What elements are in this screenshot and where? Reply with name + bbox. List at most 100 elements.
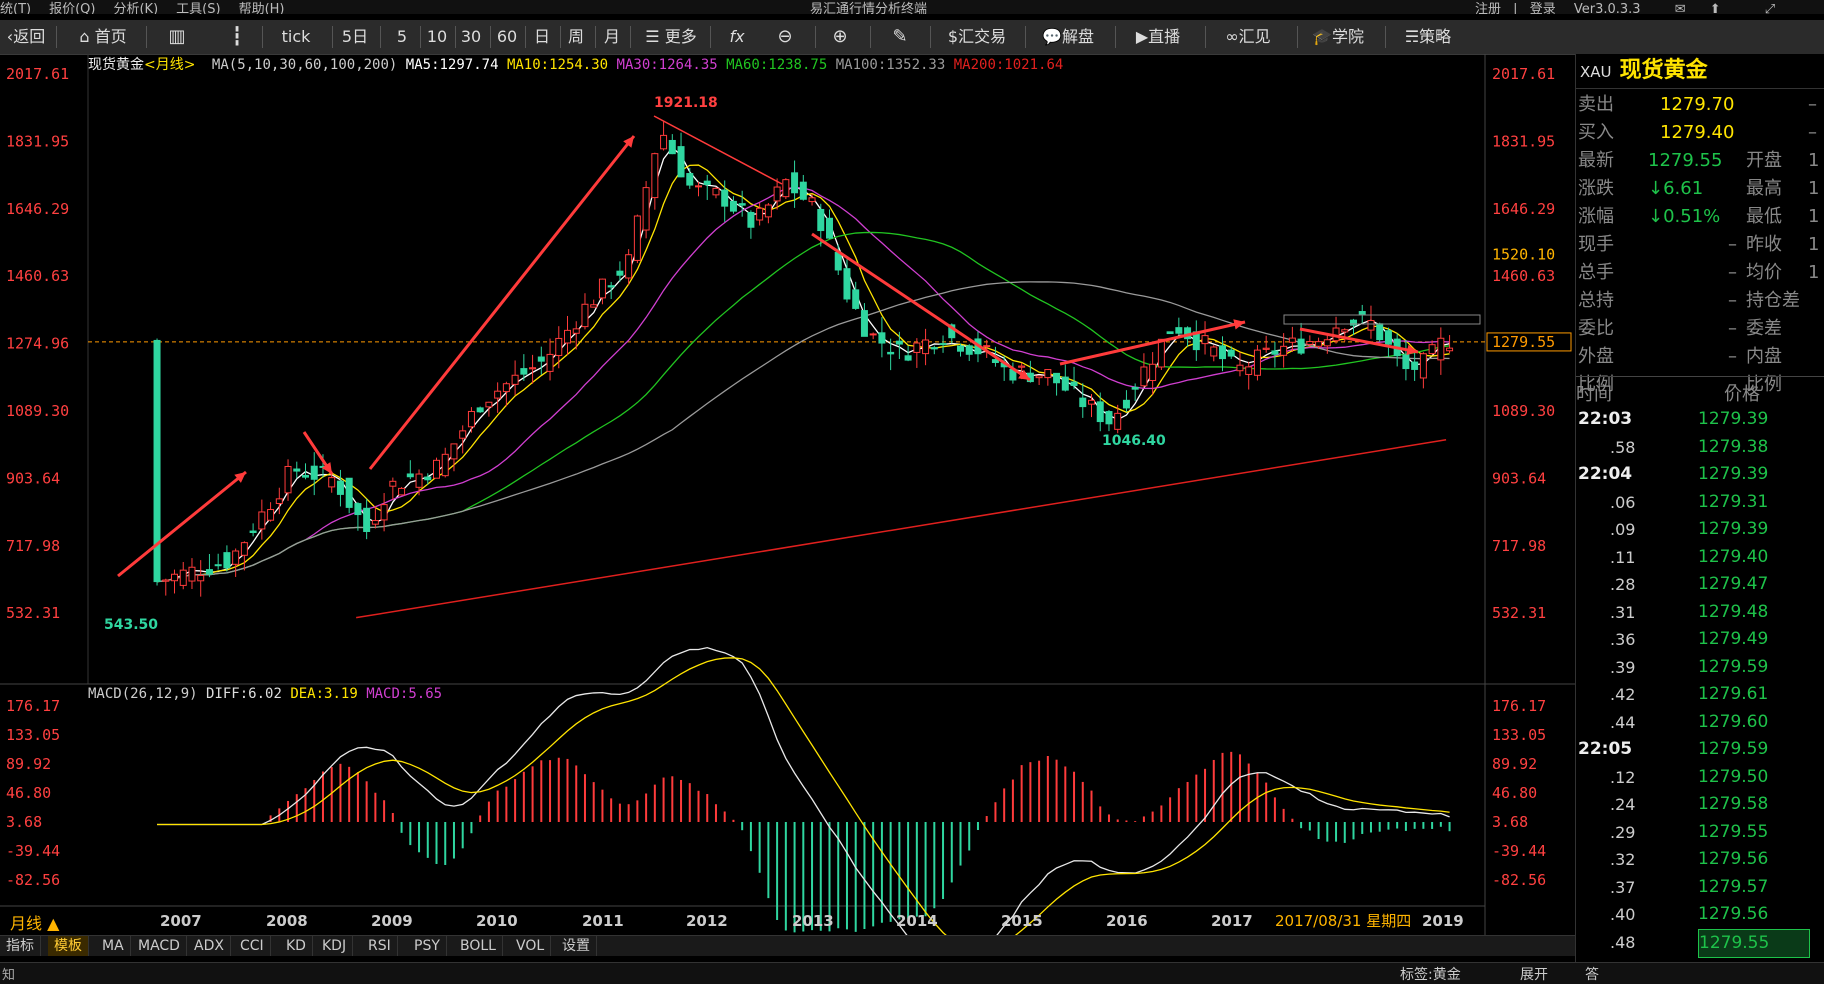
menu-item[interactable]: 工具(S) <box>176 2 221 14</box>
quote-value: 1 <box>1808 150 1820 171</box>
tick-row[interactable]: .42 1279.61 <box>1576 681 1824 708</box>
indicator-tab[interactable]: 模板 <box>48 936 89 956</box>
tick-row[interactable]: 22:04 1279.39 <box>1576 461 1824 488</box>
indicator-tab[interactable]: KDJ <box>316 936 354 956</box>
candle-body <box>406 473 414 478</box>
huijian-button[interactable]: ∞汇见 <box>1225 27 1271 46</box>
tick-row[interactable]: .24 1279.58 <box>1576 791 1824 818</box>
tick-row[interactable]: .28 1279.47 <box>1576 571 1824 598</box>
kline-chart[interactable]: 2017.61 2017.61 1831.95 1831.95 1646.29 1646.… <box>0 54 1575 935</box>
tick-row[interactable]: .29 1279.55 <box>1576 819 1824 846</box>
analysis-button[interactable]: 💬解盘 <box>1042 27 1094 46</box>
more-button[interactable]: ☰ 更多 <box>645 27 697 46</box>
indicator-tab[interactable]: VOL <box>510 936 552 956</box>
quote-label: 涨跌 <box>1578 178 1614 199</box>
tick-header-time: 时间 <box>1576 384 1612 405</box>
indicator-tab[interactable]: RSI <box>362 936 398 956</box>
tick-row[interactable]: .39 1279.59 <box>1576 654 1824 681</box>
diff-line <box>157 646 1450 935</box>
candle-body <box>310 465 318 480</box>
tick-time: .44 <box>1610 712 1636 732</box>
tick-row[interactable]: 22:05 1279.59 <box>1576 736 1824 763</box>
bar-chart-icon[interactable]: ▥ <box>168 26 186 47</box>
tick-row[interactable]: .37 1279.57 <box>1576 874 1824 901</box>
period-month-button[interactable]: 月 <box>603 27 620 46</box>
year-label: 2008 <box>266 912 308 930</box>
indicator-tab[interactable]: MA <box>96 936 131 956</box>
quote-label: 均价 <box>1746 262 1782 283</box>
indicator-tab[interactable]: ADX <box>188 936 231 956</box>
answer-button[interactable]: 答 <box>1585 967 1599 983</box>
school-button[interactable]: 🎓学院 <box>1312 27 1364 46</box>
tick-row[interactable]: .48 1279.55 <box>1576 928 1824 958</box>
chat-icon: 💬 <box>1042 27 1062 46</box>
expand-button[interactable]: 展开 <box>1520 967 1548 983</box>
mail-icon[interactable]: ✉ <box>1674 2 1686 14</box>
candle-body <box>1070 381 1078 386</box>
zoom-out-icon[interactable]: ⊖ <box>777 26 793 47</box>
login-link[interactable]: 登录 <box>1529 2 1556 14</box>
indicator-tab[interactable]: 设置 <box>556 936 597 956</box>
indicator-tab[interactable]: CCI <box>234 936 271 956</box>
menu-item[interactable]: 分析(K) <box>113 2 159 14</box>
tick-row[interactable]: .44 1279.60 <box>1576 709 1824 736</box>
indicator-tab[interactable]: BOLL <box>454 936 503 956</box>
zoom-in-icon[interactable]: ⊕ <box>832 26 848 47</box>
indicator-tab[interactable]: 指标 <box>0 936 41 956</box>
tick-row[interactable]: .32 1279.56 <box>1576 846 1824 873</box>
menu-item[interactable]: 报价(Q) <box>49 2 96 14</box>
tick-time: .24 <box>1610 795 1636 814</box>
tick-row[interactable]: .11 1279.40 <box>1576 544 1824 571</box>
draw-pen-icon[interactable]: ✎ <box>892 26 908 47</box>
tick-row[interactable]: .58 1279.38 <box>1576 434 1824 461</box>
candle-body <box>197 574 205 582</box>
register-link[interactable]: 注册 <box>1475 2 1502 14</box>
tick-row[interactable]: .06 1279.31 <box>1576 489 1824 516</box>
ma60-line <box>156 231 1450 583</box>
candle-body <box>380 504 388 521</box>
period-week-button[interactable]: 周 <box>567 27 584 46</box>
candlestick-icon[interactable]: ┇ <box>231 26 243 47</box>
candle-body <box>415 473 423 488</box>
tick-button[interactable]: tick <box>281 27 311 46</box>
tick-price: 1279.61 <box>1698 684 1769 704</box>
tick-row[interactable]: .36 1279.49 <box>1576 626 1824 653</box>
period-30-button[interactable]: 30 <box>460 27 482 46</box>
ma100-value: MA100:1352.33 <box>835 57 946 73</box>
tick-time: .36 <box>1610 630 1636 649</box>
back-button[interactable]: ‹返回 <box>6 27 46 46</box>
candle-body <box>267 509 275 521</box>
trend-arrow-2-head <box>321 462 332 474</box>
quote-value: ↓0.51% <box>1648 206 1721 227</box>
five-day-button[interactable]: 5日 <box>341 27 369 46</box>
period-60-button[interactable]: 60 <box>496 27 518 46</box>
menu-item[interactable]: 统(T) <box>0 2 32 14</box>
tick-row[interactable]: .12 1279.50 <box>1576 764 1824 791</box>
period-5-button[interactable]: 5 <box>396 27 408 46</box>
indicator-tab[interactable]: PSY <box>408 936 447 956</box>
year-label: 2013 <box>792 912 834 930</box>
menu-item[interactable]: 帮助(H) <box>238 2 285 14</box>
tick-row[interactable]: .09 1279.39 <box>1576 516 1824 543</box>
tick-price: 1279.59 <box>1698 656 1769 677</box>
window-control-icon[interactable]: ⤢ <box>1764 2 1776 14</box>
indicator-tab[interactable]: KD <box>280 936 313 956</box>
home-button[interactable]: ⌂ 首页 <box>79 27 127 46</box>
trend-line-down-1 <box>653 115 783 185</box>
period-10-button[interactable]: 10 <box>426 27 448 46</box>
period-day-button[interactable]: 日 <box>533 27 550 46</box>
tick-row[interactable]: .31 1279.48 <box>1576 599 1824 626</box>
tick-row[interactable]: .40 1279.56 <box>1576 901 1824 928</box>
tick-row[interactable]: 22:03 1279.39 <box>1576 406 1824 433</box>
live-button[interactable]: ▶直播 <box>1135 27 1181 46</box>
formula-button[interactable]: fx <box>729 27 745 46</box>
pin-icon[interactable]: ⬆ <box>1709 2 1721 14</box>
strategy-button[interactable]: ☴策略 <box>1404 27 1452 46</box>
indicator-tab[interactable]: MACD <box>132 936 187 956</box>
tick-price: 1279.39 <box>1698 409 1769 429</box>
price-axis-label-right: 717.98 <box>1492 537 1546 555</box>
trade-button[interactable]: $汇交易 <box>947 27 1007 46</box>
quote-label: 委差 <box>1746 318 1782 339</box>
range-box <box>1283 314 1481 325</box>
dea-value: DEA:3.19 <box>290 686 358 702</box>
